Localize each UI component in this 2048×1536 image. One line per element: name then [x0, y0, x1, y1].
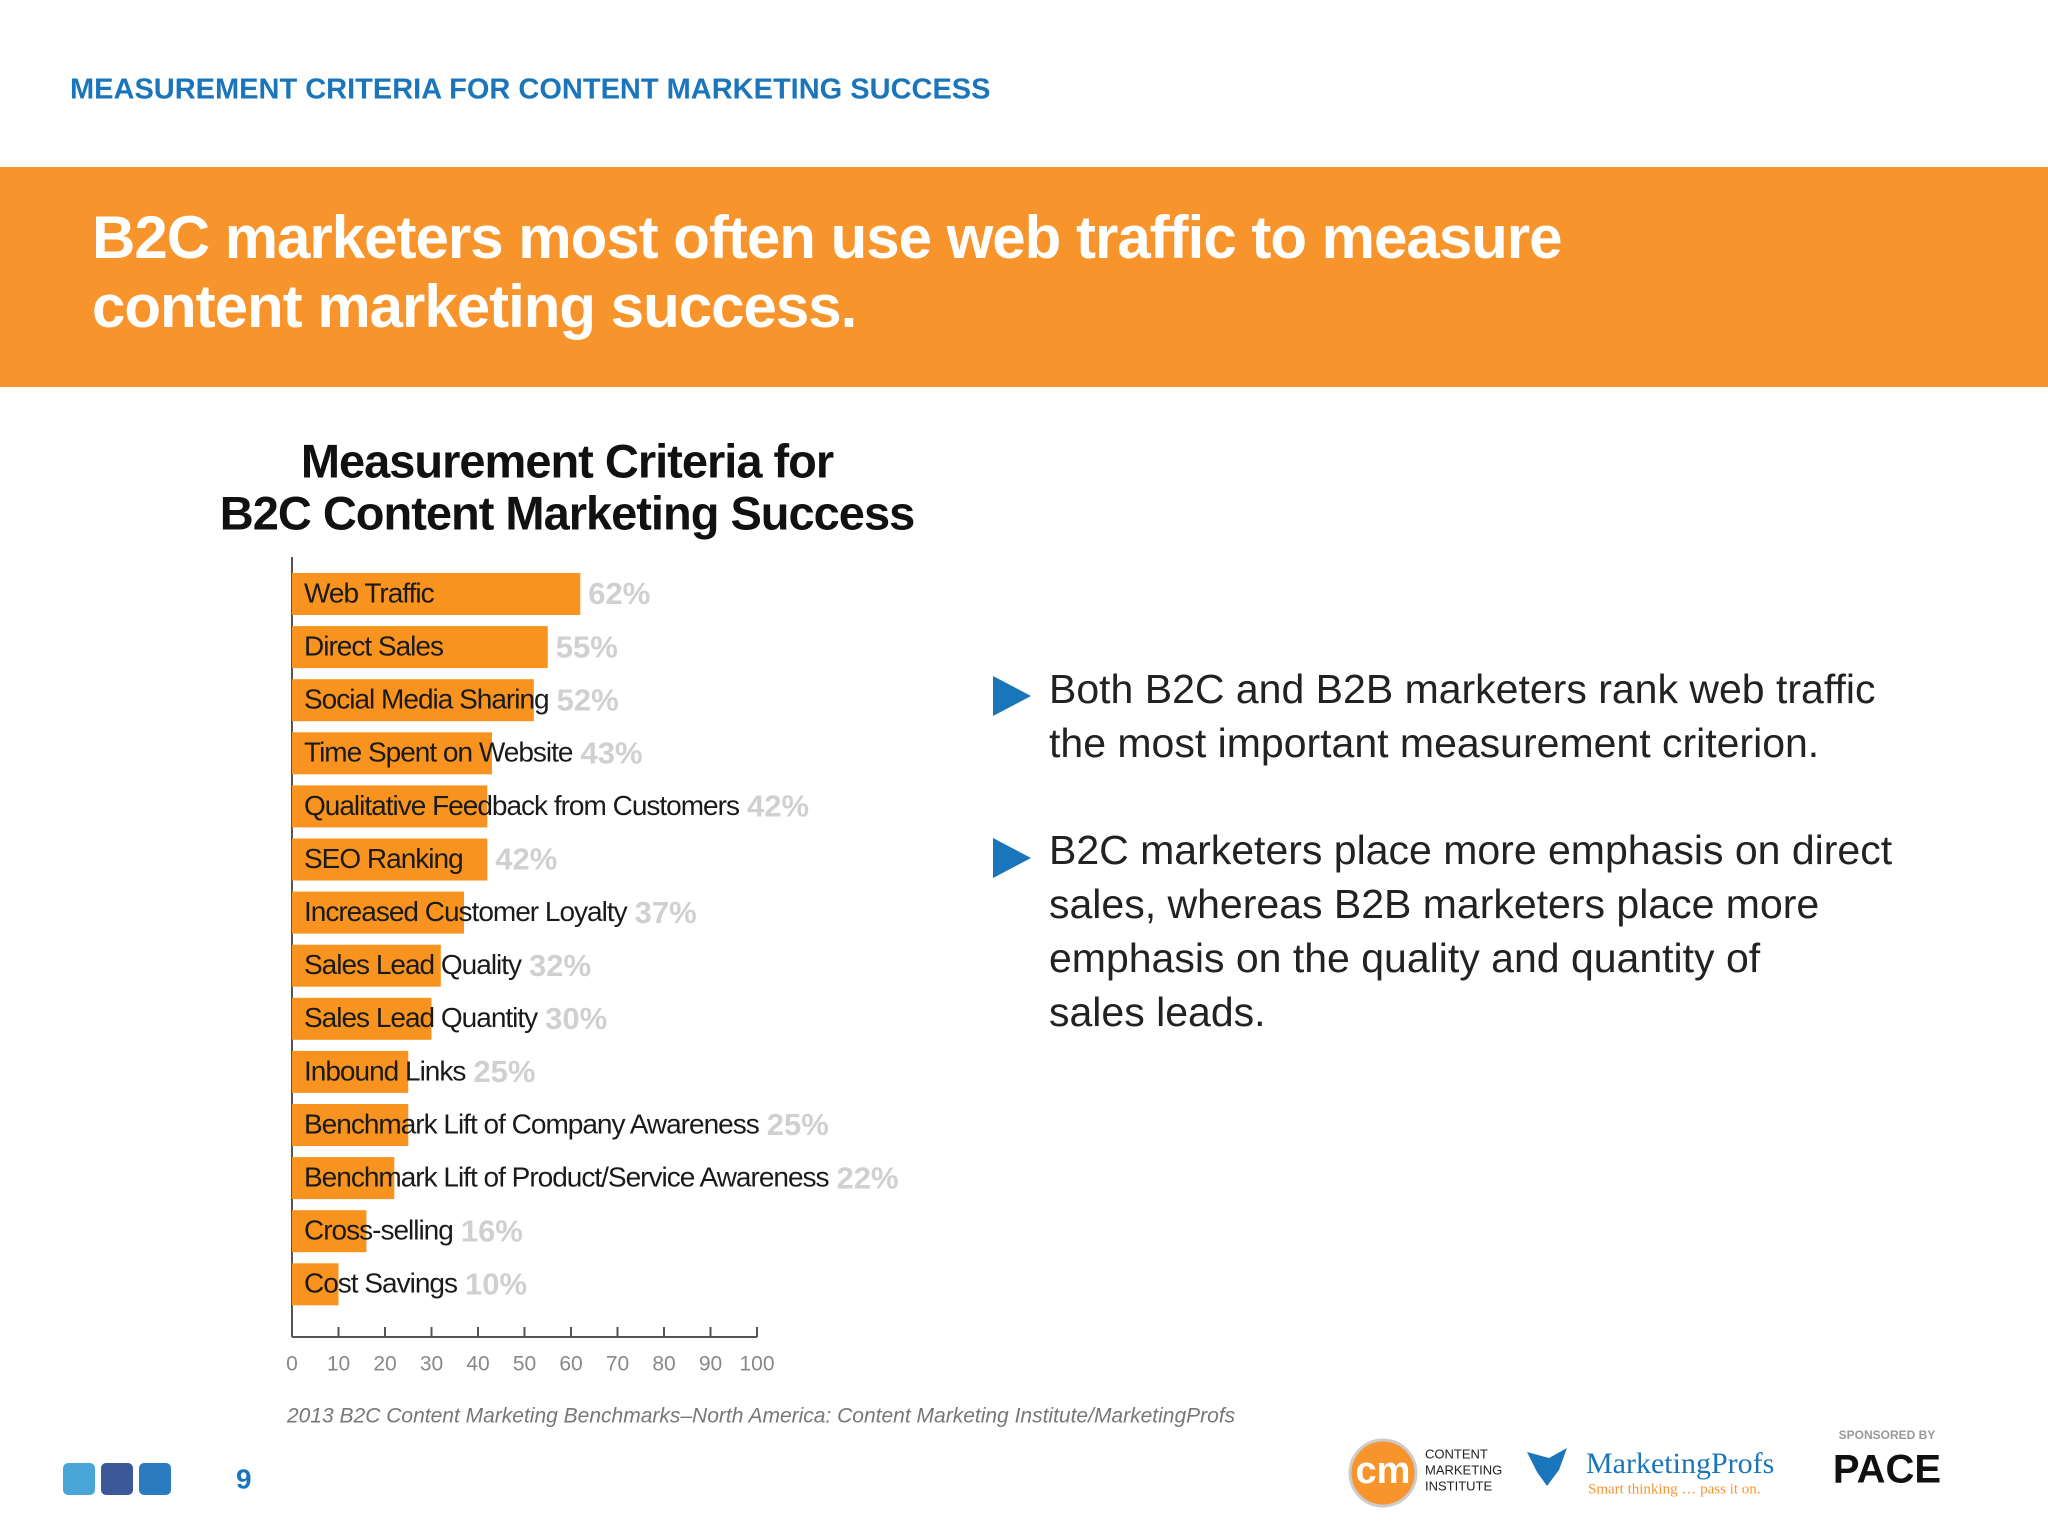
- value-label: 25%: [473, 1054, 535, 1089]
- value-label: 37%: [635, 895, 697, 930]
- x-tick-label: 50: [513, 1353, 536, 1376]
- sponsor-caption: SPONSORED BY: [1839, 1428, 1936, 1442]
- x-tick-label: 80: [652, 1353, 675, 1376]
- bullet-line: the most important measurement criterion…: [1049, 720, 1819, 766]
- bullet-arrow: [993, 838, 1031, 878]
- category-label: Cost Savings: [304, 1268, 457, 1299]
- x-tick-label: 60: [559, 1353, 582, 1376]
- value-label: 22%: [837, 1160, 899, 1195]
- x-tick-label: 0: [286, 1353, 298, 1376]
- cmi-logo: [1348, 1438, 1418, 1508]
- category-label: Benchmark Lift of Product/Service Awaren…: [304, 1161, 829, 1192]
- x-tick-label: 100: [739, 1353, 774, 1376]
- bar: [292, 838, 488, 881]
- x-tick-label: 10: [327, 1353, 350, 1376]
- bullet-line: sales, whereas B2B marketers place more: [1049, 881, 1819, 927]
- cmi-name: MARKETING: [1425, 1462, 1502, 1477]
- chart-title: B2C Content Marketing Success: [220, 486, 914, 539]
- bar: [292, 891, 465, 934]
- bar: [292, 997, 432, 1040]
- bar: [292, 573, 581, 615]
- page-number: 9: [236, 1463, 252, 1494]
- category-label: Increased Customer Loyalty: [304, 896, 628, 927]
- value-label: 42%: [747, 789, 809, 824]
- value-label: 42%: [495, 842, 557, 877]
- category-label: Inbound Links: [304, 1055, 465, 1086]
- value-label: 10%: [465, 1266, 527, 1301]
- mprofs-name: MarketingProfs: [1586, 1447, 1774, 1480]
- bullet-arrow: [993, 676, 1031, 716]
- value-label: 32%: [529, 948, 591, 983]
- bar: [292, 732, 492, 775]
- bar: [292, 1157, 395, 1200]
- cmi-name: INSTITUTE: [1425, 1478, 1492, 1493]
- x-tick-label: 70: [606, 1353, 629, 1376]
- headline-band: [0, 167, 2048, 387]
- bar: [292, 1263, 339, 1306]
- category-label: Web Traffic: [304, 577, 435, 608]
- mprofs-bird: [1527, 1448, 1567, 1486]
- headline-line: B2C marketers most often use web traffic…: [92, 204, 1561, 271]
- bar: [292, 1050, 409, 1093]
- category-label: SEO Ranking: [304, 843, 463, 874]
- mprofs-tagline: Smart thinking … pass it on.: [1588, 1481, 1761, 1497]
- value-label: 62%: [588, 576, 650, 611]
- value-label: 25%: [767, 1107, 829, 1142]
- category-label: Time Spent on Website: [304, 737, 573, 768]
- cmi-mark: cm: [1356, 1450, 1411, 1492]
- bar: [292, 1104, 409, 1146]
- bar: [292, 679, 534, 722]
- value-label: 16%: [461, 1213, 523, 1248]
- bullet-line: Both B2C and B2B marketers rank web traf…: [1049, 666, 1875, 712]
- facebook-icon[interactable]: [101, 1463, 133, 1495]
- bar: [292, 626, 548, 669]
- chart-title: Measurement Criteria for: [301, 434, 834, 487]
- twitter-icon[interactable]: [63, 1463, 95, 1495]
- category-label: Social Media Sharing: [304, 684, 549, 715]
- sponsor-name: PACE: [1833, 1448, 1941, 1492]
- bar-chart: 0 10 20 30 40 50 60 70 80 90 100 Web Traffic 62% Dire…: [286, 557, 899, 1376]
- category-label: Benchmark Lift of Company Awareness: [304, 1108, 759, 1139]
- bullets: Both B2C and B2B marketers rank web traf…: [1049, 666, 1893, 1035]
- x-tick-label: 20: [373, 1353, 396, 1376]
- cmi-name: CONTENT: [1425, 1446, 1488, 1461]
- category-label: Sales Lead Quantity: [304, 1002, 538, 1033]
- category-label: Direct Sales: [304, 630, 443, 661]
- bar: [292, 944, 441, 987]
- bullet-line: emphasis on the quality and quantity of: [1049, 935, 1761, 981]
- x-tick-label: 30: [420, 1353, 443, 1376]
- headline-line: content marketing success.: [92, 273, 856, 340]
- bullet-line: sales leads.: [1049, 989, 1266, 1035]
- bar: [292, 785, 488, 828]
- value-label: 30%: [545, 1001, 607, 1036]
- category-label: Sales Lead Quality: [304, 949, 522, 980]
- header-title: MEASUREMENT CRITERIA FOR CONTENT MARKETI…: [70, 74, 991, 106]
- linkedin-icon[interactable]: [139, 1463, 171, 1495]
- category-label: Qualitative Feedback from Customers: [304, 790, 739, 821]
- x-tick-label: 90: [699, 1353, 722, 1376]
- category-label: Cross-selling: [304, 1215, 453, 1246]
- value-label: 55%: [556, 629, 618, 664]
- x-tick-label: 40: [466, 1353, 489, 1376]
- value-label: 43%: [580, 735, 642, 770]
- source: 2013 B2C Content Marketing Benchmarks–No…: [286, 1405, 1236, 1428]
- value-label: 52%: [557, 682, 619, 717]
- bar: [292, 1210, 367, 1253]
- bullet-line: B2C marketers place more emphasis on dir…: [1049, 827, 1893, 873]
